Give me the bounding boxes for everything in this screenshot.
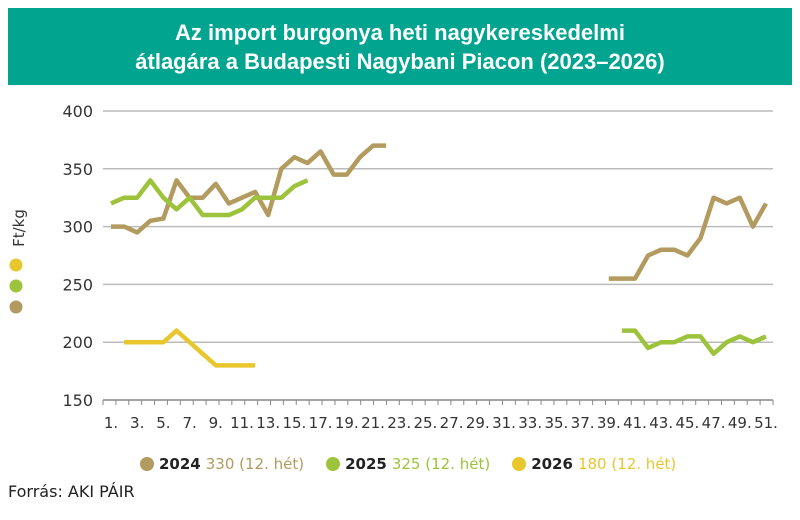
legend-year: 2025 xyxy=(345,455,387,473)
legend-item-2025: 2025 325 (12. hét) xyxy=(326,455,490,473)
y-tick-label: 300 xyxy=(62,218,93,237)
x-tick-label: 23. xyxy=(387,414,411,432)
x-tick-label: 1. xyxy=(104,414,118,432)
source-note: Forrás: AKI PÁIR xyxy=(8,482,135,501)
x-tick-label: 21. xyxy=(361,414,385,432)
x-tick-label: 25. xyxy=(413,414,437,432)
y-tick-label: 400 xyxy=(62,102,93,121)
x-tick-label: 17. xyxy=(309,414,333,432)
x-tick-label: 19. xyxy=(335,414,359,432)
x-tick-label: 9. xyxy=(209,414,223,432)
x-tick-label: 27. xyxy=(440,414,464,432)
legend: 2024 330 (12. hét) 2025 325 (12. hét) 20… xyxy=(140,455,676,473)
x-tick-label: 11. xyxy=(230,414,254,432)
legend-value: 325 (12. hét) xyxy=(391,455,491,473)
legend-dot xyxy=(326,457,341,471)
legend-item-2026: 2026 180 (12. hét) xyxy=(512,455,676,473)
x-tick-label: 51. xyxy=(754,414,778,432)
y-tick-label: 150 xyxy=(62,391,93,410)
x-tick-label: 15. xyxy=(282,414,306,432)
x-tick-label: 39. xyxy=(597,414,621,432)
y-tick-label: 250 xyxy=(62,275,93,294)
series-line-2025 xyxy=(621,328,767,357)
x-tick-label: 47. xyxy=(702,414,726,432)
legend-year: 2026 xyxy=(531,455,573,473)
x-tick-label: 37. xyxy=(571,414,595,432)
y-axis-legend-dot xyxy=(9,258,23,272)
x-tick-label: 49. xyxy=(728,414,752,432)
series-line-2025 xyxy=(110,178,309,218)
x-tick-label: 31. xyxy=(492,414,516,432)
x-tick-label: 35. xyxy=(544,414,568,432)
legend-value: 180 (12. hét) xyxy=(577,455,677,473)
x-tick-label: 7. xyxy=(182,414,196,432)
x-tick-label: 33. xyxy=(518,414,542,432)
legend-value: 330 (12. hét) xyxy=(205,455,305,473)
x-tick-label: 45. xyxy=(675,414,699,432)
x-tick-label: 43. xyxy=(649,414,673,432)
title-line-1: Az import burgonya heti nagykereskedelmi xyxy=(175,19,625,45)
chart-title: Az import burgonya heti nagykereskedelmi… xyxy=(8,8,792,85)
x-tick-label: 29. xyxy=(466,414,490,432)
legend-dot xyxy=(140,457,154,471)
title-line-2: átlagára a Budapesti Nagybani Piacon (20… xyxy=(135,48,665,74)
y-tick-label: 350 xyxy=(62,160,93,179)
y-axis-label: Ft/kg xyxy=(10,209,28,247)
y-axis-legend-dot xyxy=(9,279,23,293)
x-tick-label: 3. xyxy=(130,414,144,432)
legend-year: 2024 xyxy=(159,455,201,473)
y-axis-legend-dot xyxy=(9,300,23,314)
x-tick-label: 41. xyxy=(623,414,647,432)
y-tick-label: 200 xyxy=(62,333,93,352)
legend-item-2024: 2024 330 (12. hét) xyxy=(140,455,304,473)
series-line-2024 xyxy=(608,195,768,281)
x-tick-label: 13. xyxy=(256,414,280,432)
x-tick-label: 5. xyxy=(156,414,170,432)
series-line-2026 xyxy=(124,328,256,368)
legend-dot xyxy=(512,457,527,471)
series-line-2024 xyxy=(111,143,387,235)
